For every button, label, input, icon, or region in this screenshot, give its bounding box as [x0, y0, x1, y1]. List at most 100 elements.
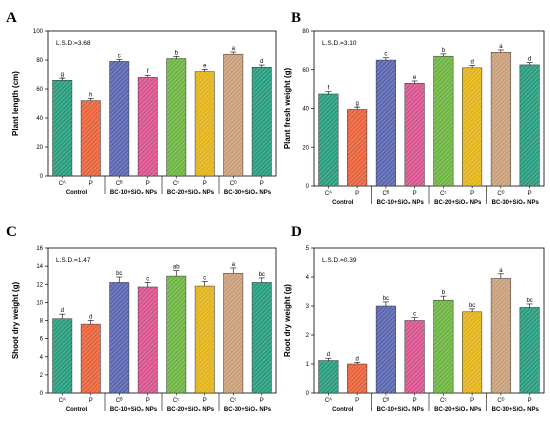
- x-category-label: P: [355, 398, 359, 404]
- bar: [462, 311, 483, 394]
- significance-letter: bc: [259, 272, 265, 278]
- y-tick-label: 40: [36, 116, 43, 122]
- bar: [80, 323, 101, 394]
- y-tick-label: 10: [36, 300, 43, 306]
- x-group-label: BC-30+SiO₂ NPs: [492, 200, 540, 206]
- significance-letter: c: [146, 276, 149, 282]
- x-category-label: P: [203, 181, 207, 187]
- y-tick-label: 16: [36, 246, 43, 252]
- significance-letter: g: [355, 101, 358, 107]
- x-category-label: P: [528, 398, 532, 404]
- bar: [347, 109, 368, 187]
- bar: [223, 53, 244, 177]
- chart-panel-c: C 0 2 4 6 8 10 12 14 16 Shoot dry weight (g) L.S.D.…: [6, 224, 277, 413]
- y-tick-label: 20: [302, 145, 309, 151]
- y-tick-label: 4: [306, 275, 310, 281]
- y-tick-label: 100: [33, 29, 44, 35]
- significance-letter: f: [147, 69, 149, 75]
- panel-letter: D: [291, 224, 302, 240]
- y-axis-label: Plant length (cm): [11, 71, 20, 136]
- x-group-label: BC-20+SiO₂ NPs: [434, 407, 482, 413]
- y-tick-label: 60: [36, 87, 43, 93]
- y-tick-label: 40: [302, 107, 309, 113]
- y-tick-label: 8: [40, 319, 44, 325]
- x-category-label: P: [89, 398, 93, 404]
- x-category-label: Cᴰ: [230, 180, 237, 187]
- x-group-label: Control: [332, 407, 354, 413]
- lsd-label: L.S.D.=3.68: [56, 40, 91, 47]
- x-group-label: BC-20+SiO₂ NPs: [434, 200, 482, 206]
- bar: [137, 77, 158, 177]
- y-tick-label: 0: [40, 391, 44, 397]
- y-axis-label: Plant fresh weight (g): [283, 68, 292, 150]
- significance-letter: c: [118, 53, 121, 59]
- y-axis-label: Shoot dry weight (g): [11, 282, 20, 360]
- panel-letter: C: [6, 224, 17, 240]
- y-tick-label: 3: [306, 304, 310, 310]
- x-group-label: Control: [66, 407, 88, 413]
- x-group-label: Control: [66, 190, 88, 196]
- x-category-label: P: [470, 191, 474, 197]
- x-category-label: Cᴬ: [325, 396, 332, 404]
- bar: [490, 278, 511, 394]
- x-category-label: Cᴮ: [382, 397, 389, 404]
- bar: [137, 286, 158, 394]
- bar: [109, 282, 130, 394]
- x-group-label: BC-30+SiO₂ NPs: [224, 190, 272, 196]
- chart-panel-d: D 0 1 2 3 4 5 Root dry weight (g) L.S.D.=0.39 d Cᴬ…: [283, 224, 545, 413]
- y-tick-label: 2: [306, 333, 310, 339]
- significance-letter: a: [499, 44, 503, 50]
- bar: [347, 363, 368, 394]
- x-category-label: P: [413, 191, 417, 197]
- x-category-label: Cᴰ: [497, 190, 504, 197]
- x-category-label: Cᴬ: [59, 179, 66, 187]
- x-category-label: P: [528, 191, 532, 197]
- x-category-label: Cᴮ: [116, 397, 123, 404]
- lsd-label: L.S.D.=3.10: [322, 40, 357, 47]
- x-group-label: BC-30+SiO₂ NPs: [224, 407, 272, 413]
- significance-letter: d: [327, 352, 330, 358]
- significance-letter: a: [232, 262, 236, 268]
- significance-letter: c: [413, 312, 416, 318]
- bar: [194, 285, 215, 394]
- x-group-label: BC-30+SiO₂ NPs: [492, 407, 540, 413]
- x-category-label: Cᶜ: [230, 398, 236, 404]
- significance-letter: f: [328, 86, 330, 92]
- significance-letter: b: [442, 290, 446, 296]
- x-category-label: Cᶜ: [173, 398, 179, 404]
- x-group-label: BC-10+SiO₂ NPs: [377, 200, 425, 206]
- chart-panel-a: A 0 20 40 60 80 100 Plant length (cm) L.S.D.=3.6…: [6, 10, 277, 196]
- lsd-label: L.S.D.=1.47: [56, 257, 91, 264]
- x-category-label: Cᶜ: [173, 181, 179, 187]
- x-category-label: P: [470, 398, 474, 404]
- bar: [251, 67, 272, 177]
- x-group-label: BC-20+SiO₂ NPs: [167, 190, 215, 196]
- significance-letter: d: [89, 315, 92, 321]
- x-category-label: P: [413, 398, 417, 404]
- y-tick-label: 20: [36, 145, 43, 151]
- y-tick-label: 4: [40, 355, 44, 361]
- x-category-label: Cᶜ: [440, 398, 446, 404]
- significance-letter: d: [260, 59, 263, 65]
- y-tick-label: 14: [36, 264, 43, 270]
- bar: [490, 52, 511, 187]
- significance-letter: a: [232, 46, 236, 52]
- y-tick-label: 0: [306, 391, 310, 397]
- significance-letter: d: [61, 308, 64, 314]
- significance-letter: c: [203, 276, 206, 282]
- bar: [223, 273, 244, 394]
- bar: [109, 61, 130, 177]
- x-group-label: BC-10+SiO₂ NPs: [110, 190, 158, 196]
- y-tick-label: 2: [40, 373, 44, 379]
- panel-letter: B: [291, 10, 301, 26]
- panel-letter: A: [6, 10, 17, 26]
- significance-letter: d: [528, 57, 531, 63]
- significance-letter: bc: [526, 298, 532, 304]
- bar: [194, 71, 215, 177]
- x-group-label: BC-10+SiO₂ NPs: [110, 407, 158, 413]
- y-tick-label: 80: [36, 58, 43, 64]
- significance-letter: e: [413, 75, 417, 81]
- bar: [519, 307, 540, 394]
- bar: [375, 305, 396, 394]
